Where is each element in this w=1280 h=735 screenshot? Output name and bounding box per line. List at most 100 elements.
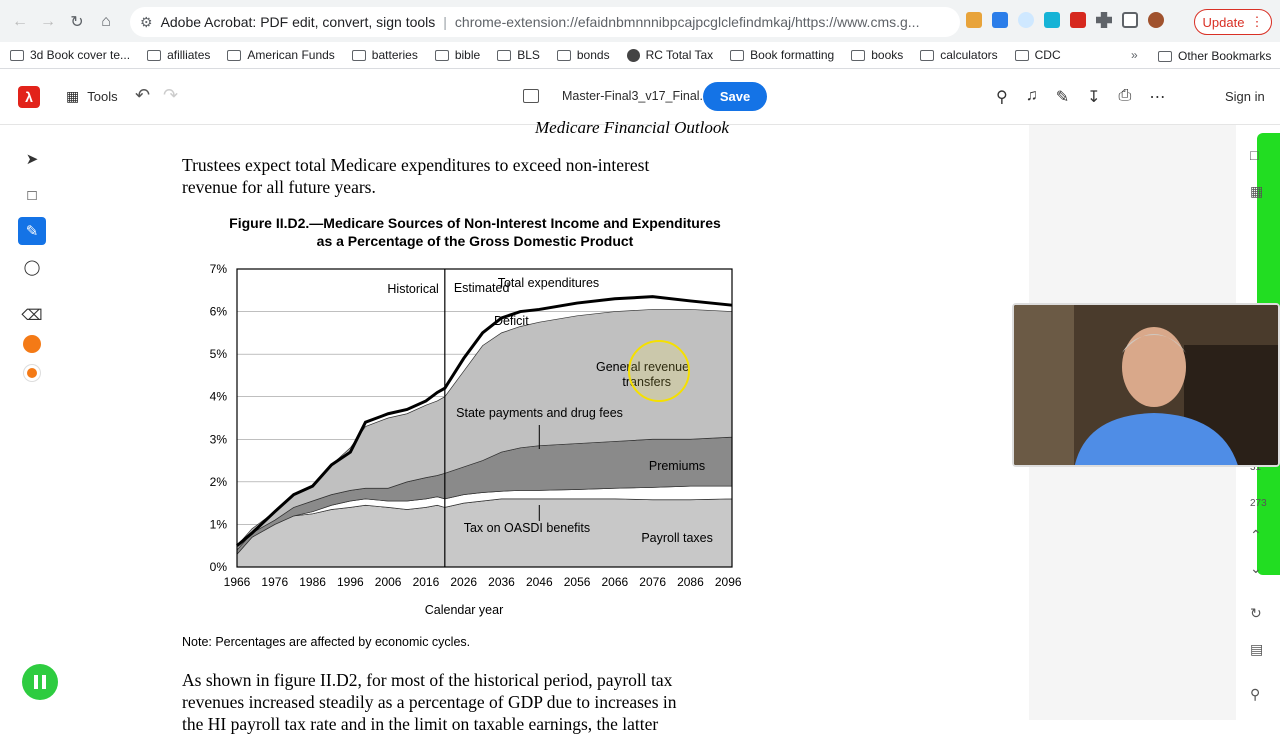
tools-rail: ➤ □ ✎ ◯ ⌫ — [0, 125, 64, 720]
highlight-pen-icon[interactable]: ✎ — [18, 217, 46, 245]
x-tick-label: 2066 — [602, 575, 629, 589]
acrobat-extension-icon[interactable] — [1070, 12, 1086, 28]
extensions-bar — [966, 12, 1164, 28]
add-comment-icon[interactable]: □ — [27, 186, 37, 204]
stroke-size-swatch[interactable] — [27, 368, 37, 378]
bookmark-item[interactable]: books — [851, 48, 903, 62]
annotation-payroll-taxes: Payroll taxes — [641, 531, 713, 545]
tools-button[interactable]: ▦ Tools — [66, 88, 118, 105]
save-button[interactable]: Save — [703, 82, 767, 111]
folder-icon — [147, 49, 162, 61]
address-bar[interactable]: ⚙ Adobe Acrobat: PDF edit, convert, sign… — [130, 7, 960, 37]
text-line: As shown in figure II.D2, for most of th… — [182, 670, 673, 690]
undo-icon[interactable]: ↶ — [135, 85, 151, 105]
acrobat-logo-icon[interactable]: λ — [18, 86, 40, 108]
print-icon[interactable]: ⎙ — [1118, 87, 1132, 104]
sidepanel-icon[interactable] — [1122, 12, 1138, 28]
bookmark-label: books — [871, 48, 904, 62]
fill-sign-icon[interactable]: ✎ — [1055, 89, 1070, 106]
y-tick-label: 6% — [210, 305, 228, 319]
chevron-down-icon[interactable]: ⌄ — [1250, 560, 1262, 576]
page-total: 273 — [1250, 498, 1267, 509]
x-tick-label: 2076 — [639, 575, 666, 589]
bookmark-item[interactable]: batteries — [351, 48, 418, 62]
chevron-double-icon[interactable]: » — [1131, 48, 1138, 62]
folder-icon — [920, 49, 935, 61]
lasso-icon[interactable]: ◯ — [23, 259, 41, 276]
other-bookmarks[interactable]: Other Bookmarks — [1158, 49, 1271, 63]
comment-icon[interactable]: □ — [1250, 147, 1259, 163]
toolbar-right-icons: ⚲ ♫ ✎ ↧ ⎙ ⋯ — [996, 87, 1165, 107]
extension-icon[interactable] — [1018, 12, 1034, 28]
search-icon[interactable]: ⚲ — [996, 89, 1008, 106]
bookmark-item[interactable]: bonds — [556, 48, 610, 62]
bookmark-item[interactable]: calculators — [920, 48, 998, 62]
figure-title-line: Figure II.D2.—Medicare Sources of Non-In… — [229, 215, 721, 231]
bookmarks-bar: 3d Book cover te... afilliates American … — [0, 42, 1280, 69]
x-tick-label: 2096 — [715, 575, 742, 589]
pause-button[interactable] — [22, 664, 58, 700]
x-tick-label: 2046 — [526, 575, 553, 589]
document-icon[interactable]: ▤ — [1250, 641, 1264, 657]
bookmark-item[interactable]: Book formatting — [730, 48, 834, 62]
folder-icon — [730, 49, 745, 61]
bookmark-item[interactable]: 3d Book cover te... — [10, 48, 130, 62]
extension-icon[interactable] — [1044, 12, 1060, 28]
bookmark-item[interactable]: CDC — [1014, 48, 1061, 62]
bookmark-item[interactable]: afilliates — [147, 48, 210, 62]
page-thumbnails-icon[interactable] — [523, 89, 539, 103]
bookmark-item[interactable]: BLS — [497, 48, 540, 62]
reload-icon[interactable]: ↻ — [70, 14, 84, 31]
redo-icon[interactable]: ↷ — [163, 85, 179, 105]
bookmark-label: BLS — [517, 48, 540, 62]
folder-icon — [1014, 49, 1029, 61]
bookmark-label: RC Total Tax — [645, 48, 714, 62]
select-cursor-icon[interactable]: ➤ — [25, 151, 39, 168]
figure-note: Note: Percentages are affected by econom… — [182, 635, 471, 649]
bookmark-item[interactable]: American Funds — [227, 48, 335, 62]
zoom-icon[interactable]: ⚲ — [1250, 686, 1261, 702]
browser-toolbar: ← → ↻ ⌂ ⚙ Adobe Acrobat: PDF edit, conve… — [0, 0, 1280, 42]
x-tick-label: 2026 — [450, 575, 477, 589]
refresh-icon[interactable]: ↻ — [1250, 605, 1262, 621]
extension-icon[interactable] — [966, 12, 982, 28]
x-tick-label: 1966 — [224, 575, 251, 589]
y-tick-label: 0% — [210, 560, 228, 574]
cursor-highlight — [628, 340, 690, 402]
grid-icon[interactable]: ▦ — [1250, 183, 1264, 199]
y-tick-label: 4% — [210, 390, 228, 404]
figure-title-line: as a Percentage of the Gross Domestic Pr… — [316, 233, 634, 249]
annotation-state-payments: State payments and drug fees — [456, 406, 623, 420]
globe-icon — [626, 48, 640, 62]
presenter-video — [1014, 305, 1278, 465]
extension-icon[interactable] — [992, 12, 1008, 28]
read-aloud-icon[interactable]: ♫ — [1025, 87, 1038, 104]
bookmark-label: afilliates — [167, 48, 211, 62]
bookmark-item[interactable]: RC Total Tax — [626, 48, 714, 62]
bookmark-label: CDC — [1034, 48, 1061, 62]
y-tick-label: 1% — [210, 517, 228, 531]
annotation-oasdi-tax: Tax on OASDI benefits — [464, 521, 590, 535]
url-text: chrome-extension://efaidnbmnnnibpcajpcgl… — [454, 14, 920, 30]
back-icon[interactable]: ← — [12, 13, 28, 30]
avatar[interactable] — [1148, 12, 1164, 28]
more-icon[interactable]: ⋯ — [1149, 89, 1166, 106]
eraser-icon[interactable]: ⌫ — [21, 307, 43, 324]
chevron-up-icon[interactable]: ⌃ — [1250, 527, 1262, 543]
bookmark-label: bible — [454, 48, 481, 62]
figure-title: Figure II.D2.—Medicare Sources of Non-In… — [200, 214, 750, 250]
home-icon[interactable]: ⌂ — [101, 13, 111, 30]
puzzle-icon[interactable] — [1096, 12, 1112, 28]
sign-in-link[interactable]: Sign in — [1225, 89, 1265, 104]
color-swatch[interactable] — [23, 335, 41, 353]
file-name[interactable]: Master-Final3_v17_Final. — [562, 89, 704, 103]
download-icon[interactable]: ↧ — [1087, 89, 1101, 106]
update-button[interactable]: Update ⋮ — [1194, 9, 1272, 35]
y-tick-label: 5% — [210, 347, 228, 361]
x-axis-label: Calendar year — [425, 603, 504, 617]
forward-icon[interactable]: → — [40, 13, 56, 30]
x-tick-label: 1986 — [299, 575, 326, 589]
bookmark-item[interactable]: bible — [434, 48, 481, 62]
plot-frame — [236, 268, 733, 568]
acrobat-toolbar: λ ▦ Tools ↶ ↷ Master-Final3_v17_Final. Sa… — [0, 69, 1280, 125]
